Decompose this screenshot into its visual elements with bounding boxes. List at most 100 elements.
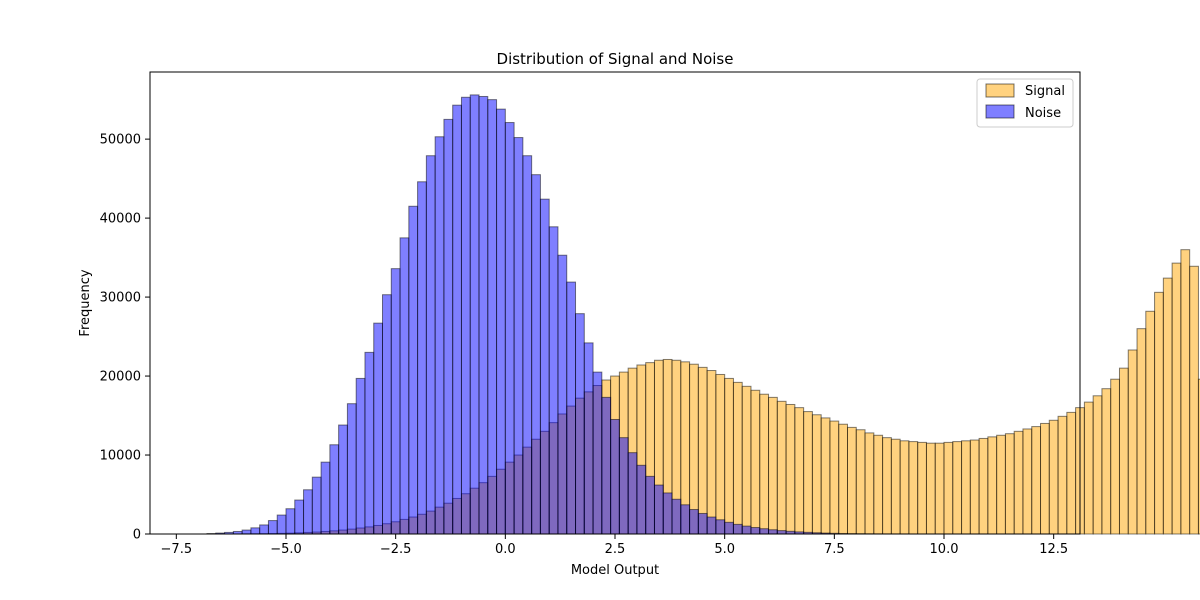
histogram-bar-noise <box>390 268 401 535</box>
y-axis-label: Frequency <box>78 269 93 336</box>
x-tick-label: −5.0 <box>270 542 302 557</box>
histogram-bar-signal <box>785 403 796 535</box>
histogram-bar-signal <box>1013 430 1024 535</box>
histogram-bar-noise <box>741 525 752 535</box>
histogram-bar-noise <box>329 444 340 535</box>
histogram-bar-signal <box>1057 415 1068 535</box>
histogram-bar-noise <box>601 396 612 535</box>
histogram-bar-noise <box>513 137 524 535</box>
histogram-bar-signal <box>864 432 875 535</box>
histogram-bar-signal <box>1171 262 1182 535</box>
histogram-bar-signal <box>1092 395 1103 535</box>
histogram-bar-signal <box>768 396 778 535</box>
histogram-bar-signal <box>925 442 936 535</box>
histogram-bar-signal <box>732 381 743 535</box>
histogram-bar-noise <box>548 226 559 535</box>
histogram-bar-noise <box>653 484 664 535</box>
x-tick-label: 7.5 <box>824 542 845 557</box>
histogram-bar-noise <box>645 475 655 535</box>
histogram-bar-signal <box>1101 388 1112 535</box>
histogram-bar-noise <box>662 492 673 535</box>
y-axis: 0 10000 20000 30000 40000 50000 <box>100 133 150 543</box>
histogram-bar-signal <box>1066 411 1077 535</box>
y-tick-label: 50000 <box>100 133 141 148</box>
histogram-bar-signal <box>987 436 998 535</box>
histogram-bar-signal <box>776 400 787 535</box>
histogram-bar-noise <box>627 452 638 535</box>
histogram-bar-noise <box>241 529 252 535</box>
histogram-bar-noise <box>399 237 410 535</box>
histogram-bar-noise <box>768 529 778 535</box>
histogram-bar-noise <box>732 523 743 535</box>
histogram-bar-noise <box>697 512 708 535</box>
histogram-bar-signal <box>1189 265 1199 535</box>
histogram-bar-noise <box>583 342 594 535</box>
histogram-bar-signal <box>759 393 770 535</box>
histogram-bar-signal <box>1083 401 1094 535</box>
x-tick-label: 5.0 <box>714 542 735 557</box>
histogram-bar-signal <box>1136 328 1147 535</box>
histogram-bar-signal <box>741 385 752 535</box>
histogram-bar-noise <box>443 118 454 535</box>
histogram-bar-signal <box>1110 378 1120 535</box>
histogram-bar-noise <box>671 498 682 535</box>
histogram-bar-noise <box>294 499 305 535</box>
histogram-bar-noise <box>408 205 419 535</box>
histogram-bar-signal <box>1022 428 1033 535</box>
histogram-bar-noise <box>539 198 550 535</box>
histogram-bar-noise <box>303 489 313 535</box>
histogram-bar-noise <box>680 504 691 535</box>
histogram-bar-signal <box>750 389 761 535</box>
histogram-bar-noise <box>338 424 348 535</box>
histogram-bar-signal <box>1031 426 1042 535</box>
histogram-bar-signal <box>952 441 963 535</box>
legend: Signal Noise <box>976 78 1074 128</box>
histogram-bar-noise <box>452 104 462 535</box>
histogram-bar-noise <box>724 521 734 535</box>
histogram-bar-signal <box>724 377 734 535</box>
histogram-bar-noise <box>706 516 717 535</box>
histogram-bar-noise <box>469 94 480 535</box>
y-tick-label: 40000 <box>100 212 141 227</box>
histogram-bar-signal <box>794 407 805 535</box>
histogram-bar-signal <box>1145 310 1156 535</box>
histogram-bar-signal <box>873 434 884 535</box>
histogram-bar-noise <box>715 519 726 535</box>
histogram-bar-noise <box>522 155 533 535</box>
histogram-bar-noise <box>689 509 699 535</box>
histogram-bar-noise <box>276 514 287 535</box>
histogram-bar-signal <box>882 437 892 535</box>
histogram-bar-noise <box>575 313 585 535</box>
histogram-bar-noise <box>417 181 427 535</box>
histogram-bar-signal <box>969 439 980 535</box>
histogram-bar-signal <box>1197 378 1200 535</box>
histogram-bar-noise <box>364 351 375 535</box>
x-tick-label: −2.5 <box>380 542 412 557</box>
x-tick-label: 12.5 <box>1039 542 1068 557</box>
y-tick-label: 10000 <box>100 449 141 464</box>
histogram-bar-noise <box>346 403 357 535</box>
histogram-bar-noise <box>259 524 269 535</box>
histogram-bar-noise <box>557 254 568 535</box>
histogram-bar-noise <box>759 528 770 535</box>
histogram-bar-signal <box>1180 249 1191 535</box>
y-tick-label: 20000 <box>100 370 141 385</box>
histogram-bar-noise <box>250 527 261 535</box>
histogram-bar-noise <box>610 418 620 535</box>
histogram-bar-signal <box>890 438 901 535</box>
histogram-bar-signal <box>715 373 726 535</box>
histogram-bar-noise <box>434 136 445 535</box>
chart-title: Distribution of Signal and Noise <box>497 50 734 68</box>
histogram-bar-noise <box>478 95 489 535</box>
histogram-bar-noise <box>285 508 296 535</box>
histogram-bar-signal <box>847 426 857 535</box>
histogram-bar-signal <box>838 423 848 535</box>
y-tick-label: 30000 <box>100 291 141 306</box>
y-tick-label: 0 <box>133 528 141 543</box>
histogram-bar-noise <box>267 520 278 535</box>
histogram-bar-noise <box>355 377 366 535</box>
histogram-bar-noise <box>776 530 787 535</box>
histogram-bar-signal <box>899 440 910 535</box>
histogram-bar-noise <box>566 281 577 535</box>
legend-swatch-signal <box>985 83 1015 98</box>
